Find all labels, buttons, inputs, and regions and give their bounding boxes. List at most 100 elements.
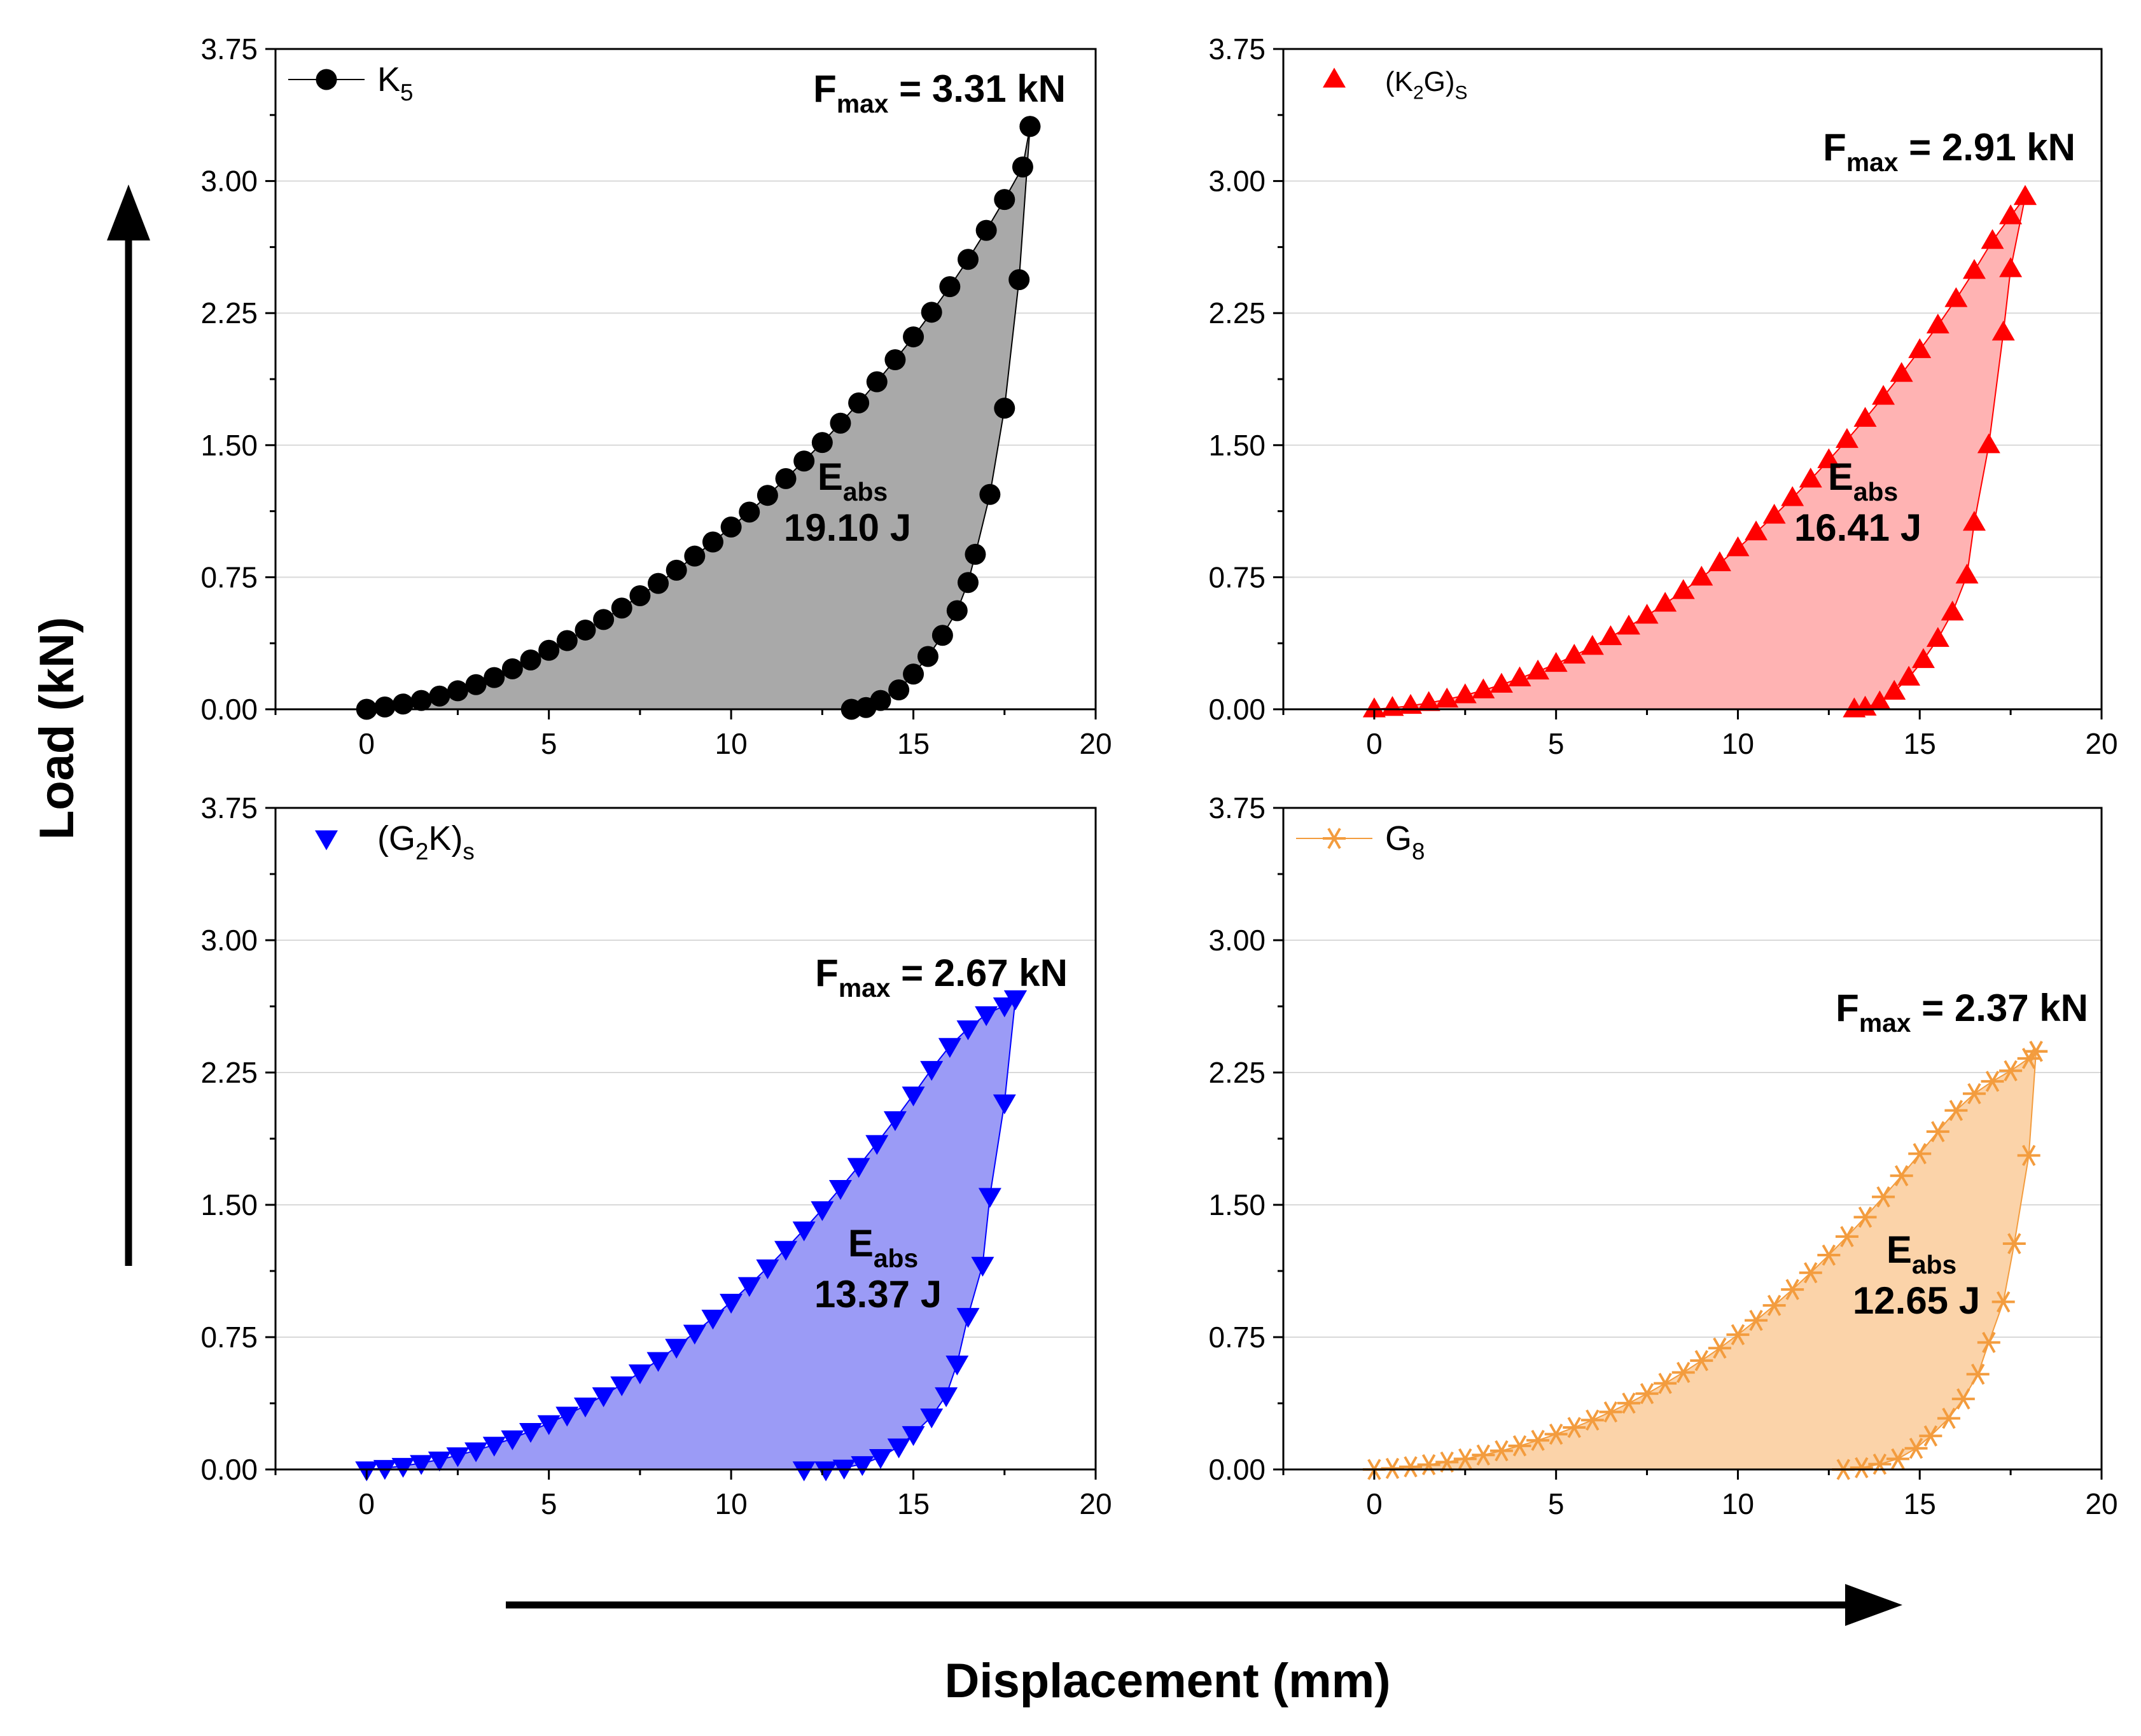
data-point: [887, 1438, 910, 1459]
data-point: [1508, 666, 1531, 686]
x-tick-label: 10: [715, 1487, 748, 1520]
data-point: [519, 1422, 543, 1443]
data-point: [428, 1451, 451, 1472]
data-point: [1991, 1291, 2015, 1313]
chart-panels: 0.00 0.75 1.50 2.25 3.00 3.75 0 5 10 15 20 K5 Fmax =…: [200, 32, 2117, 1520]
data-point: [1381, 696, 1404, 716]
eabs-value: 12.65 J: [1853, 1279, 1980, 1322]
data-point: [884, 349, 906, 371]
data-point: [1708, 551, 1731, 571]
data-point: [920, 1408, 944, 1429]
data-point: [538, 639, 560, 661]
data-point: [993, 1094, 1016, 1115]
y-tick-label: 0.00: [200, 1453, 258, 1486]
x-tick-label: 15: [1904, 727, 1936, 760]
y-tick-label: 0.00: [1208, 1453, 1266, 1486]
data-point: [1799, 1262, 1822, 1284]
data-point: [1745, 1309, 1768, 1331]
data-point: [1617, 1392, 1640, 1414]
data-point: [979, 483, 1001, 505]
data-point: [1580, 1409, 1604, 1431]
x-tick-label: 15: [897, 1487, 930, 1520]
data-point: [1977, 1331, 2000, 1353]
y-tick-label: 2.25: [1208, 296, 1266, 330]
data-point: [938, 1038, 961, 1058]
y-tick-label: 0.00: [1208, 693, 1266, 726]
data-point: [573, 1398, 597, 1418]
data-point: [720, 1293, 743, 1314]
data-point: [683, 1324, 706, 1345]
y-tick-label: 3.00: [1208, 924, 1266, 957]
data-point: [814, 1461, 838, 1482]
y-tick-label: 2.25: [200, 296, 258, 330]
data-point: [1381, 1457, 1404, 1479]
data-point: [1453, 683, 1477, 704]
data-point: [1981, 1071, 2004, 1092]
data-point: [1762, 1295, 1786, 1316]
data-point: [1544, 651, 1568, 672]
data-point: [484, 667, 505, 688]
data-point: [931, 625, 953, 646]
legend-marker: [316, 69, 337, 90]
data-point: [1635, 604, 1659, 624]
panel-g8: 0.00 0.75 1.50 2.25 3.00 3.75 0 5 10 15 20 G8 Fmax =…: [1208, 791, 2117, 1520]
data-point: [1762, 503, 1786, 524]
data-point: [374, 696, 396, 718]
data-point: [1872, 1186, 1895, 1208]
data-point: [701, 1309, 725, 1330]
data-point: [971, 1256, 994, 1277]
y-tick-label: 3.75: [1208, 32, 1266, 66]
data-point: [903, 663, 924, 685]
data-point: [1941, 601, 1964, 621]
data-point: [1962, 510, 1986, 531]
x-tick-label: 10: [1722, 727, 1754, 760]
data-point: [1362, 697, 1386, 718]
data-point: [994, 189, 1015, 211]
y-tick-label: 3.00: [1208, 165, 1266, 198]
data-point: [2013, 184, 2037, 205]
data-point: [1580, 635, 1604, 655]
data-point: [1817, 1244, 1841, 1266]
data-point: [1019, 116, 1041, 137]
data-point: [1966, 1363, 1990, 1385]
eabs-label: Eabs: [848, 1222, 918, 1273]
x-tick-label: 20: [2085, 727, 2117, 760]
data-point: [1944, 1099, 1968, 1121]
data-point: [935, 1387, 958, 1408]
y-tick-label: 2.25: [200, 1056, 258, 1089]
data-point: [975, 219, 997, 241]
x-axis-arrow: [506, 1584, 1902, 1626]
data-point: [1399, 1456, 1423, 1478]
data-point: [410, 690, 432, 711]
data-point: [811, 432, 833, 454]
data-point: [1911, 648, 1935, 669]
data-point: [1817, 448, 1841, 468]
data-point: [1883, 679, 1906, 700]
data-point: [888, 679, 910, 701]
x-tick-label: 5: [541, 727, 557, 760]
x-tick-label: 0: [358, 1487, 375, 1520]
legend: G8: [1296, 819, 1425, 865]
data-point: [537, 1415, 561, 1435]
eabs-value: 13.37 J: [814, 1273, 942, 1316]
data-point: [902, 1087, 925, 1107]
data-point: [902, 1426, 925, 1447]
y-tick-label: 3.75: [1208, 791, 1266, 824]
data-point: [956, 1308, 980, 1328]
data-point: [865, 1135, 889, 1155]
data-point: [646, 1352, 670, 1372]
data-point: [1962, 259, 1986, 279]
data-point: [1726, 1324, 1750, 1345]
data-point: [1853, 406, 1877, 427]
data-point: [1886, 1448, 1909, 1470]
x-tick-label: 10: [1722, 1487, 1754, 1520]
data-point: [720, 517, 742, 538]
y-tick-label: 0.75: [200, 560, 258, 594]
panel-k2gs: 0.00 0.75 1.50 2.25 3.00 3.75 0 5 10 15 20 (K2G)S Fm…: [1208, 32, 2117, 760]
data-point: [447, 680, 468, 702]
data-point: [946, 600, 968, 621]
eabs-label: Eabs: [1886, 1228, 1956, 1279]
data-point: [1003, 990, 1027, 1011]
data-point: [464, 1442, 488, 1462]
